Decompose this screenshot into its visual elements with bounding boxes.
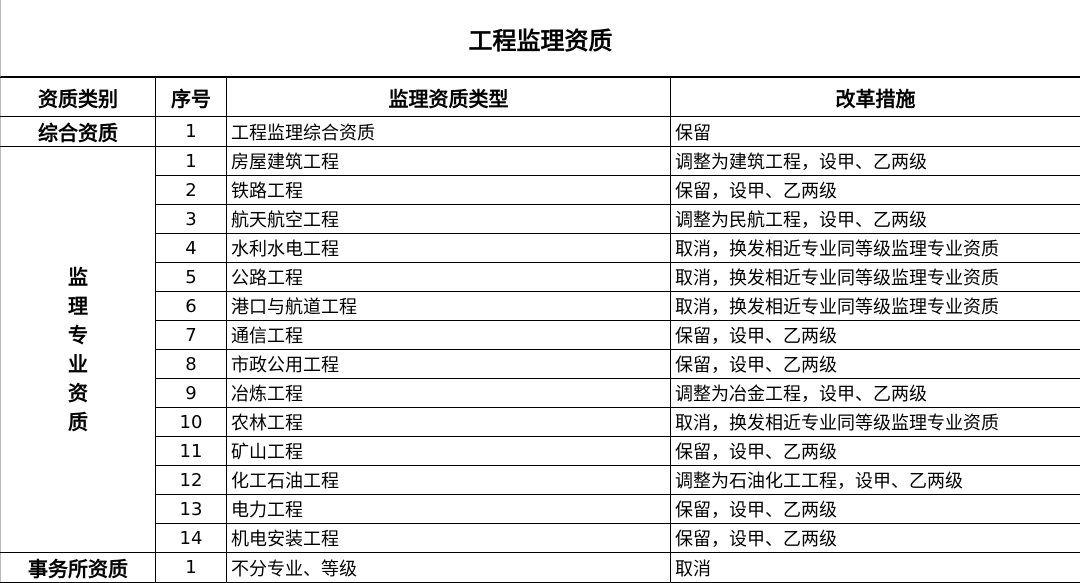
category-char: 资 [5, 379, 151, 408]
type-cell: 不分专业、等级 [227, 553, 671, 583]
header-type: 监理资质类型 [227, 78, 671, 117]
type-cell: 通信工程 [227, 321, 671, 350]
category-cell: 监理专业资质 [1, 147, 156, 553]
category-char: 理 [5, 292, 151, 321]
measure-cell: 取消，换发相近专业同等级监理专业资质 [671, 292, 1080, 321]
number-cell: 13 [156, 495, 227, 524]
type-cell: 机电安装工程 [227, 524, 671, 553]
category-char: 监 [5, 263, 151, 292]
header-category: 资质类别 [1, 78, 156, 117]
measure-cell: 保留 [671, 117, 1080, 147]
header-measure: 改革措施 [671, 78, 1080, 117]
type-cell: 市政公用工程 [227, 350, 671, 379]
header-row: 资质类别 序号 监理资质类型 改革措施 [1, 78, 1080, 117]
number-cell: 2 [156, 176, 227, 205]
measure-cell: 取消，换发相近专业同等级监理专业资质 [671, 234, 1080, 263]
number-cell: 9 [156, 379, 227, 408]
number-cell: 1 [156, 147, 227, 176]
type-cell: 矿山工程 [227, 437, 671, 466]
measure-cell: 保留，设甲、乙两级 [671, 350, 1080, 379]
number-cell: 14 [156, 524, 227, 553]
number-cell: 11 [156, 437, 227, 466]
number-cell: 5 [156, 263, 227, 292]
number-cell: 10 [156, 408, 227, 437]
number-cell: 8 [156, 350, 227, 379]
number-cell: 4 [156, 234, 227, 263]
type-cell: 工程监理综合资质 [227, 117, 671, 147]
measure-cell: 调整为冶金工程，设甲、乙两级 [671, 379, 1080, 408]
type-cell: 农林工程 [227, 408, 671, 437]
number-cell: 7 [156, 321, 227, 350]
measure-cell: 取消，换发相近专业同等级监理专业资质 [671, 263, 1080, 292]
measure-cell: 取消，换发相近专业同等级监理专业资质 [671, 408, 1080, 437]
measure-cell: 调整为建筑工程，设甲、乙两级 [671, 147, 1080, 176]
category-char: 业 [5, 350, 151, 379]
measure-cell: 取消 [671, 553, 1080, 583]
measure-cell: 保留，设甲、乙两级 [671, 437, 1080, 466]
type-cell: 港口与航道工程 [227, 292, 671, 321]
header-number: 序号 [156, 78, 227, 117]
measure-cell: 保留，设甲、乙两级 [671, 321, 1080, 350]
category-char: 质 [5, 408, 151, 437]
type-cell: 水利水电工程 [227, 234, 671, 263]
number-cell: 12 [156, 466, 227, 495]
type-cell: 冶炼工程 [227, 379, 671, 408]
number-cell: 3 [156, 205, 227, 234]
measure-cell: 保留，设甲、乙两级 [671, 495, 1080, 524]
category-cell: 事务所资质 [1, 553, 156, 583]
category-char: 专 [5, 321, 151, 350]
type-cell: 化工石油工程 [227, 466, 671, 495]
measure-cell: 调整为石油化工工程，设甲、乙两级 [671, 466, 1080, 495]
type-cell: 房屋建筑工程 [227, 147, 671, 176]
measure-cell: 保留，设甲、乙两级 [671, 176, 1080, 205]
measure-cell: 调整为民航工程，设甲、乙两级 [671, 205, 1080, 234]
number-cell: 1 [156, 553, 227, 583]
type-cell: 公路工程 [227, 263, 671, 292]
table-title: 工程监理资质 [0, 0, 1080, 77]
number-cell: 1 [156, 117, 227, 147]
type-cell: 电力工程 [227, 495, 671, 524]
number-cell: 6 [156, 292, 227, 321]
measure-cell: 保留，设甲、乙两级 [671, 524, 1080, 553]
type-cell: 铁路工程 [227, 176, 671, 205]
category-cell: 综合资质 [1, 117, 156, 147]
type-cell: 航天航空工程 [227, 205, 671, 234]
